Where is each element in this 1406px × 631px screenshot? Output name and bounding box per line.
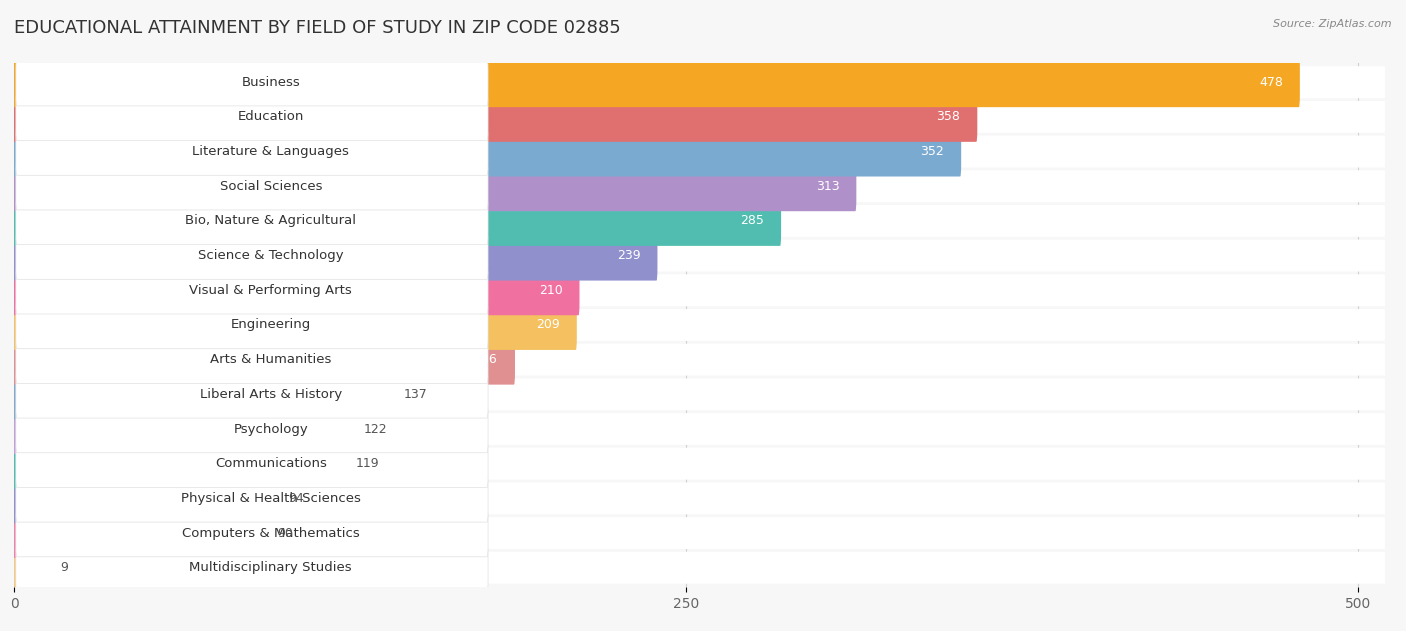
FancyBboxPatch shape <box>15 405 488 452</box>
FancyBboxPatch shape <box>13 300 576 350</box>
Text: Business: Business <box>242 76 299 89</box>
Text: 209: 209 <box>536 319 560 331</box>
Text: Source: ZipAtlas.com: Source: ZipAtlas.com <box>1274 19 1392 29</box>
FancyBboxPatch shape <box>14 240 1385 271</box>
Text: EDUCATIONAL ATTAINMENT BY FIELD OF STUDY IN ZIP CODE 02885: EDUCATIONAL ATTAINMENT BY FIELD OF STUDY… <box>14 19 621 37</box>
Text: 478: 478 <box>1258 76 1282 89</box>
FancyBboxPatch shape <box>13 543 39 593</box>
FancyBboxPatch shape <box>15 93 488 141</box>
FancyBboxPatch shape <box>14 448 1385 480</box>
FancyBboxPatch shape <box>15 232 488 280</box>
FancyBboxPatch shape <box>13 162 856 211</box>
FancyBboxPatch shape <box>13 230 658 281</box>
Text: Multidisciplinary Studies: Multidisciplinary Studies <box>190 561 352 574</box>
Text: Literature & Languages: Literature & Languages <box>193 145 349 158</box>
FancyBboxPatch shape <box>14 205 1385 237</box>
Text: Arts & Humanities: Arts & Humanities <box>209 353 332 366</box>
FancyBboxPatch shape <box>14 344 1385 375</box>
FancyBboxPatch shape <box>15 475 488 522</box>
Text: 239: 239 <box>617 249 640 262</box>
Text: 137: 137 <box>404 388 427 401</box>
Text: Liberal Arts & History: Liberal Arts & History <box>200 388 342 401</box>
Text: Science & Technology: Science & Technology <box>198 249 343 262</box>
Text: 94: 94 <box>288 492 304 505</box>
FancyBboxPatch shape <box>14 551 1385 584</box>
FancyBboxPatch shape <box>14 170 1385 202</box>
Text: 210: 210 <box>538 284 562 297</box>
FancyBboxPatch shape <box>14 379 1385 410</box>
Text: 285: 285 <box>740 215 763 227</box>
Text: 352: 352 <box>921 145 943 158</box>
Text: Visual & Performing Arts: Visual & Performing Arts <box>190 284 352 297</box>
FancyBboxPatch shape <box>15 370 488 418</box>
FancyBboxPatch shape <box>14 136 1385 167</box>
FancyBboxPatch shape <box>13 334 515 385</box>
Text: 122: 122 <box>364 423 387 435</box>
Text: 9: 9 <box>59 561 67 574</box>
Text: Social Sciences: Social Sciences <box>219 180 322 192</box>
FancyBboxPatch shape <box>15 336 488 384</box>
FancyBboxPatch shape <box>14 101 1385 133</box>
FancyBboxPatch shape <box>14 274 1385 306</box>
Text: Psychology: Psychology <box>233 423 308 435</box>
FancyBboxPatch shape <box>13 473 267 523</box>
FancyBboxPatch shape <box>14 483 1385 514</box>
Text: Education: Education <box>238 110 304 123</box>
FancyBboxPatch shape <box>13 265 579 316</box>
Text: Engineering: Engineering <box>231 319 311 331</box>
FancyBboxPatch shape <box>13 127 962 177</box>
FancyBboxPatch shape <box>15 544 488 591</box>
FancyBboxPatch shape <box>14 66 1385 98</box>
FancyBboxPatch shape <box>15 266 488 314</box>
FancyBboxPatch shape <box>15 301 488 349</box>
FancyBboxPatch shape <box>15 128 488 175</box>
FancyBboxPatch shape <box>14 413 1385 445</box>
FancyBboxPatch shape <box>14 517 1385 549</box>
FancyBboxPatch shape <box>15 509 488 557</box>
FancyBboxPatch shape <box>13 404 343 454</box>
Text: 90: 90 <box>277 527 294 540</box>
FancyBboxPatch shape <box>14 309 1385 341</box>
Text: Computers & Mathematics: Computers & Mathematics <box>181 527 360 540</box>
FancyBboxPatch shape <box>13 92 977 142</box>
FancyBboxPatch shape <box>15 163 488 210</box>
FancyBboxPatch shape <box>15 198 488 245</box>
FancyBboxPatch shape <box>13 439 335 488</box>
Text: Physical & Health Sciences: Physical & Health Sciences <box>181 492 361 505</box>
Text: 186: 186 <box>474 353 498 366</box>
FancyBboxPatch shape <box>15 440 488 487</box>
FancyBboxPatch shape <box>13 196 782 246</box>
Text: Communications: Communications <box>215 457 326 470</box>
Text: 313: 313 <box>815 180 839 192</box>
FancyBboxPatch shape <box>13 369 384 420</box>
FancyBboxPatch shape <box>15 59 488 106</box>
Text: 119: 119 <box>356 457 380 470</box>
FancyBboxPatch shape <box>13 57 1301 107</box>
Text: 358: 358 <box>936 110 960 123</box>
Text: Bio, Nature & Agricultural: Bio, Nature & Agricultural <box>186 215 356 227</box>
FancyBboxPatch shape <box>13 508 257 558</box>
